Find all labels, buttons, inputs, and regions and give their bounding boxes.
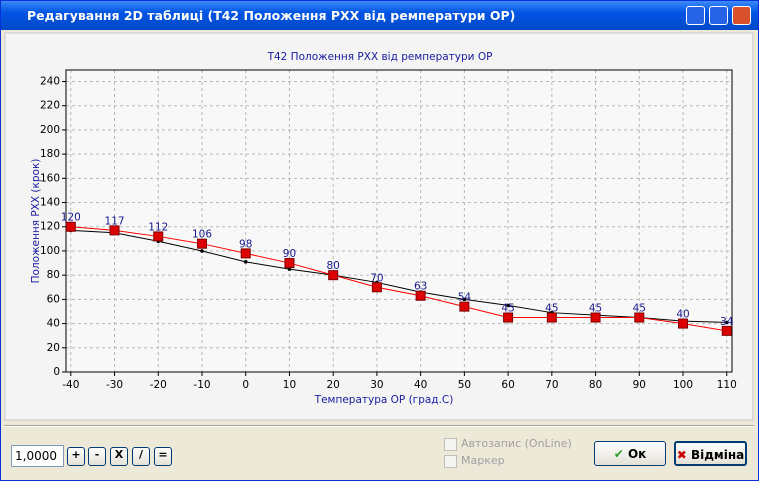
- x-tick-label: 10: [283, 379, 296, 391]
- op-button[interactable]: -: [88, 447, 106, 466]
- data-label: 70: [370, 272, 383, 284]
- y-tick-label: 220: [40, 100, 60, 112]
- point-marker: [634, 312, 645, 323]
- point-marker: [678, 318, 689, 329]
- ok-button[interactable]: ✔ Ок: [594, 441, 666, 466]
- data-label: 90: [283, 248, 296, 260]
- x-tick-label: 50: [458, 379, 471, 391]
- point-marker: [243, 260, 248, 264]
- marker-label: Маркер: [461, 454, 505, 467]
- x-tick-label: 90: [633, 379, 646, 391]
- x-tick-label: 70: [545, 379, 558, 391]
- x-tick-label: 100: [673, 379, 693, 391]
- point-marker: [200, 249, 204, 253]
- point-marker: [153, 231, 164, 242]
- point-marker: [503, 312, 514, 323]
- y-tick-label: 80: [47, 269, 60, 281]
- point-marker: [240, 248, 251, 259]
- y-tick-label: 40: [47, 318, 60, 330]
- separator: [4, 425, 754, 427]
- y-tick-label: 180: [40, 148, 60, 160]
- autosave-label: Автозапис (OnLine): [461, 437, 572, 450]
- point-marker: [284, 258, 295, 269]
- x-tick-label: 0: [242, 379, 249, 391]
- x-tick-label: -40: [62, 379, 79, 391]
- point-marker: [109, 225, 120, 236]
- x-tick-label: 20: [326, 379, 339, 391]
- y-tick-label: 60: [47, 293, 60, 305]
- data-label: 80: [326, 260, 339, 272]
- y-tick-label: 160: [40, 172, 60, 184]
- point-marker: [724, 320, 729, 325]
- y-tick-label: 140: [40, 197, 60, 209]
- plot-area: [66, 70, 732, 372]
- x-axis-label: Температура ОР (град.С): [314, 394, 454, 406]
- point-marker: [721, 325, 732, 336]
- y-tick-label: 200: [40, 124, 60, 136]
- cancel-button[interactable]: ✖ Відміна: [674, 441, 747, 466]
- y-tick-label: 100: [40, 245, 60, 257]
- y-axis-label: Положення РХХ (крок): [30, 159, 42, 284]
- x-tick-label: 30: [370, 379, 383, 391]
- data-label: 117: [105, 215, 125, 227]
- series-line: [70, 229, 727, 323]
- plot-border: [65, 69, 733, 373]
- point-marker: [196, 238, 207, 249]
- x-tick-label: 110: [717, 379, 737, 391]
- title-bar: Редагування 2D таблиці (T42 Положення РХ…: [1, 1, 758, 30]
- x-tick-label: -20: [150, 379, 167, 391]
- x-tick-label: -10: [193, 379, 210, 391]
- point-marker: [546, 312, 557, 323]
- cancel-label: Відміна: [690, 448, 745, 462]
- data-label: 98: [239, 238, 252, 250]
- point-marker: [65, 221, 76, 232]
- op-button[interactable]: +: [67, 447, 85, 466]
- data-label: 45: [589, 303, 602, 315]
- maximize-button[interactable]: [709, 6, 728, 25]
- x-tick-label: 40: [414, 379, 427, 391]
- marker-checkbox: Маркер: [444, 454, 505, 468]
- y-tick-label: 0: [53, 366, 60, 378]
- chart: T42 Положення РХХ від ремператури ОР Тем…: [4, 32, 754, 421]
- op-button[interactable]: X: [110, 447, 128, 466]
- window-title: Редагування 2D таблиці (T42 Положення РХ…: [27, 8, 516, 23]
- chart-title: T42 Положення РХХ від ремператури ОР: [267, 51, 493, 63]
- data-label: 63: [414, 281, 427, 293]
- point-marker: [371, 282, 382, 293]
- op-button[interactable]: /: [132, 447, 150, 466]
- point-marker: [415, 290, 426, 301]
- y-tick-label: 20: [47, 342, 60, 354]
- point-marker: [459, 301, 470, 312]
- autosave-checkbox: Автозапис (OnLine): [444, 437, 572, 451]
- data-label: 45: [545, 303, 558, 315]
- data-label: 34: [720, 316, 734, 328]
- point-marker: [462, 297, 467, 302]
- y-tick-label: 120: [40, 221, 60, 233]
- data-label: 112: [148, 221, 168, 233]
- data-label: 106: [192, 229, 212, 241]
- point-marker: [590, 312, 601, 323]
- x-tick-label: -30: [106, 379, 123, 391]
- data-label: 45: [501, 303, 514, 315]
- data-label: 45: [633, 303, 646, 315]
- point-marker: [506, 303, 510, 308]
- series-line: [70, 226, 727, 332]
- data-label: 40: [676, 309, 689, 321]
- x-tick-label: 60: [501, 379, 514, 391]
- x-tick-label: 80: [589, 379, 602, 391]
- point-marker: [328, 270, 339, 281]
- minimize-button[interactable]: [686, 6, 705, 25]
- point-marker: [287, 267, 292, 271]
- data-label: 120: [61, 212, 81, 224]
- factor-input[interactable]: 1,0000: [11, 445, 64, 467]
- op-button[interactable]: =: [154, 447, 172, 466]
- y-tick-label: 240: [40, 75, 60, 87]
- close-button[interactable]: [732, 6, 751, 25]
- ok-label: Ок: [627, 447, 647, 461]
- data-label: 54: [458, 292, 472, 304]
